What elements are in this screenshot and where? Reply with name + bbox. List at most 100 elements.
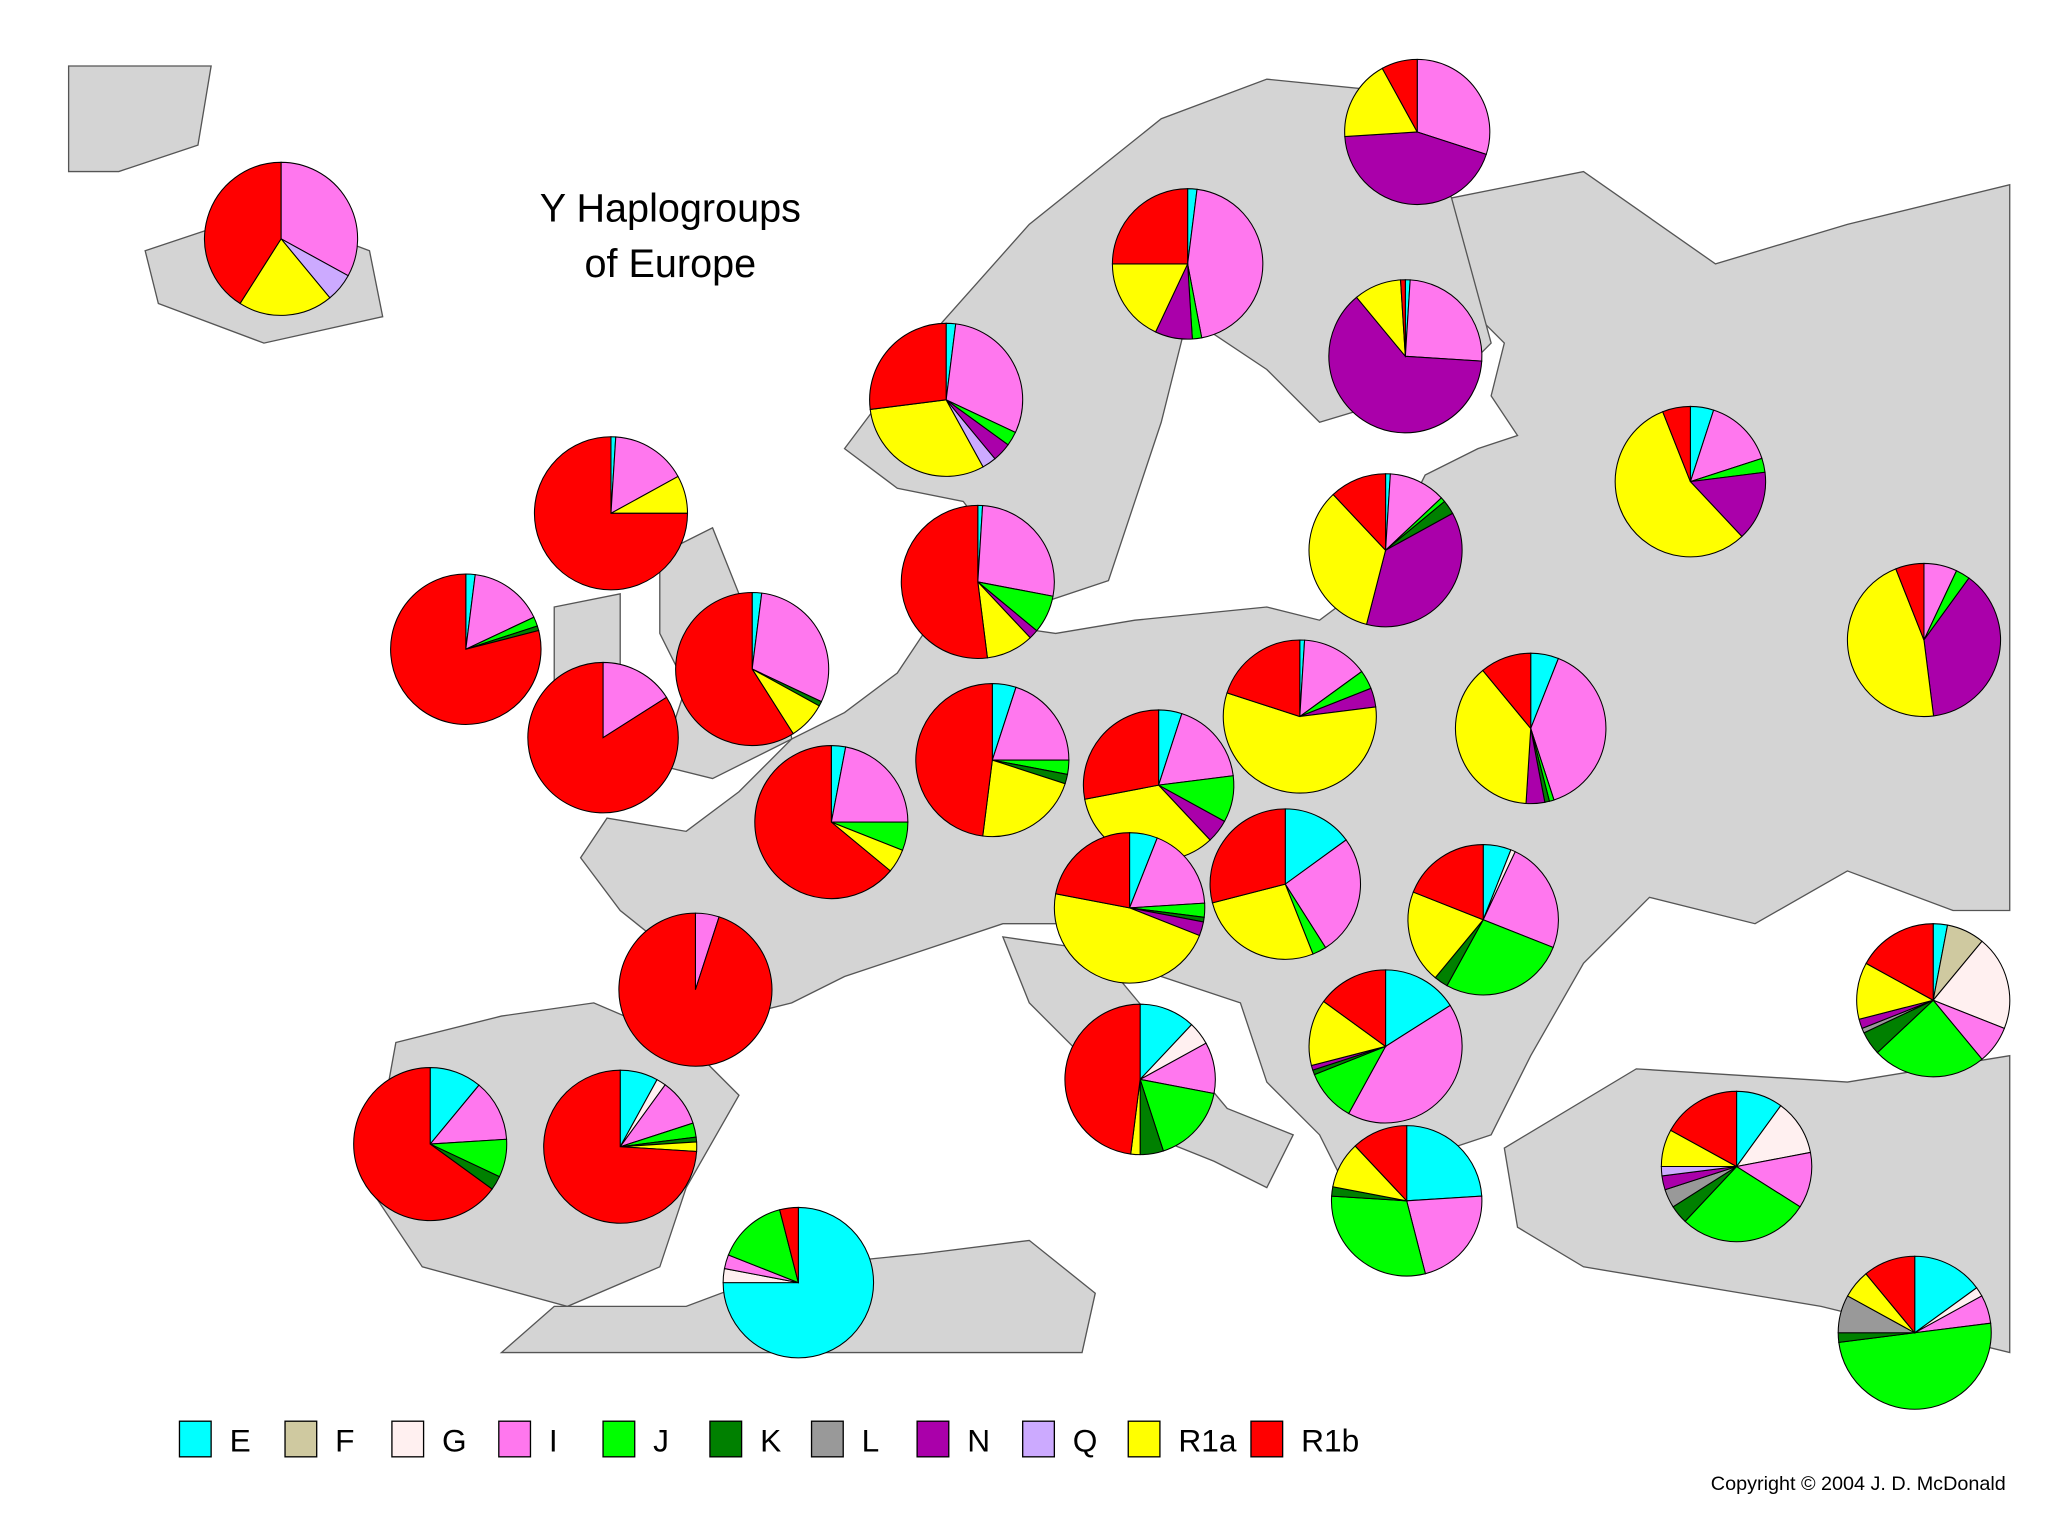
pie-slice: [1406, 1195, 1483, 1275]
pie-slice: [618, 912, 773, 1067]
legend-label: I: [549, 1423, 558, 1459]
pie-slice: [1689, 471, 1767, 538]
pie-slice: [1209, 808, 1286, 904]
pie: [869, 322, 1024, 477]
legend-label: L: [862, 1423, 880, 1459]
legend-swatch: [1250, 1420, 1284, 1458]
pie-slice: [727, 1209, 800, 1284]
pie-slice: [1412, 844, 1484, 921]
pie-slice: [1399, 279, 1406, 357]
pie-slice: [1053, 893, 1201, 984]
legend-label: N: [967, 1423, 990, 1459]
pie-slice: [1111, 263, 1189, 333]
pie-slice: [869, 322, 947, 411]
pie-slice: [1454, 669, 1532, 805]
pie-slice: [204, 161, 282, 305]
pie-slice: [675, 591, 794, 747]
pie: [1614, 405, 1767, 558]
copyright: Copyright © 2004 J. D. McDonald: [1711, 1473, 2006, 1495]
pie-slice: [610, 436, 679, 515]
pie-slice: [353, 1067, 493, 1222]
pie-slice: [779, 1206, 799, 1283]
pie: [675, 591, 830, 747]
title-line: of Europe: [585, 242, 757, 286]
pie-slice: [1082, 709, 1160, 800]
pie-slice: [1416, 58, 1491, 156]
pie-slice: [1128, 837, 1206, 909]
pie-slice: [1139, 1078, 1215, 1152]
pie-slice: [1446, 919, 1554, 996]
pie-slice: [1404, 279, 1483, 362]
pie-slice: [1669, 1090, 1738, 1168]
pie-slice: [280, 161, 359, 277]
pie: [1837, 1255, 1992, 1410]
pie-slice: [1684, 1165, 1801, 1243]
pie-slice: [1865, 1255, 1916, 1335]
pie-slice: [991, 686, 1070, 761]
pie-slice: [1614, 411, 1743, 558]
pie-slice: [1299, 639, 1363, 718]
pie-slice: [533, 436, 689, 591]
pie: [204, 161, 359, 316]
legend-swatch: [178, 1420, 212, 1458]
pie-slice: [977, 504, 1055, 597]
legend-swatch: [709, 1420, 743, 1458]
pie: [1856, 923, 2011, 1078]
pie-slice: [1923, 577, 2001, 717]
pie: [1407, 844, 1559, 996]
pie-slice: [543, 1069, 698, 1224]
pie: [390, 573, 542, 725]
legend-label: R1a: [1178, 1423, 1236, 1459]
legend-label: E: [230, 1423, 251, 1459]
pie-slice: [1330, 1195, 1427, 1277]
pies: [204, 58, 2011, 1410]
pie-slice: [945, 323, 1024, 434]
pie: [1053, 832, 1206, 984]
pie: [1846, 562, 2001, 718]
pie-slice: [751, 592, 830, 703]
pie: [722, 1206, 875, 1359]
pie-slice: [1157, 712, 1234, 786]
pie: [527, 661, 679, 814]
pie: [543, 1069, 698, 1224]
pie-slice: [1846, 568, 1935, 718]
pie-slice: [722, 1206, 875, 1359]
pie-slice: [900, 504, 988, 659]
pie: [1330, 1125, 1483, 1277]
legend-swatch: [602, 1420, 636, 1458]
pie-slice: [602, 661, 668, 739]
greenland: [67, 65, 212, 173]
pie-slice: [1895, 562, 1925, 641]
pie-slice: [1406, 1125, 1483, 1202]
pie-slice: [465, 574, 535, 651]
pie-slice: [1381, 58, 1418, 133]
pie: [1111, 188, 1264, 340]
pie-slice: [527, 661, 679, 814]
pie-slice: [1865, 923, 1934, 1002]
pie-slice: [869, 399, 984, 477]
pie-slice: [1530, 657, 1607, 801]
pie: [1308, 473, 1463, 628]
pie-slice: [1354, 1125, 1408, 1203]
pie-slice: [1322, 969, 1387, 1048]
legend-label: K: [760, 1423, 781, 1459]
pie-slice: [915, 683, 993, 837]
pie: [533, 436, 689, 591]
pie-slice: [1222, 692, 1377, 794]
pie: [1209, 808, 1362, 960]
pie-slice: [1226, 639, 1301, 718]
pie-slice: [1284, 839, 1362, 949]
title-line: Y Haplogroups: [540, 187, 801, 231]
pie-slice: [1332, 473, 1387, 552]
pie-slice: [1932, 940, 2011, 1030]
pie: [1308, 969, 1463, 1124]
pie-slice: [1308, 1000, 1387, 1067]
pie-slice: [1365, 512, 1463, 628]
pie: [1328, 279, 1483, 434]
pie: [1660, 1090, 1813, 1243]
pie-slice: [1662, 405, 1691, 482]
pie: [900, 504, 1055, 659]
pie-slice: [1838, 1322, 1992, 1410]
legend-swatch: [916, 1420, 950, 1458]
